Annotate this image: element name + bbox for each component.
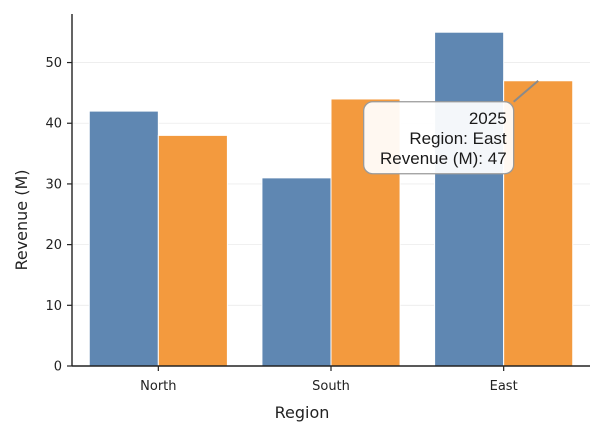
y-tick-label-50: 50	[45, 56, 62, 71]
y-axis-title: Revenue (M)	[12, 169, 31, 270]
bar-east-series-1	[434, 31, 505, 367]
y-tick-label-20: 20	[45, 238, 62, 253]
x-axis-title: Region	[275, 403, 330, 422]
tooltip-line-region: Region: East	[409, 129, 507, 148]
tooltip-line-revenue: Revenue (M): 47	[380, 149, 507, 168]
bar-south-series-1	[261, 177, 332, 367]
bar-tooltip: 2025 Region: East Revenue (M): 47	[363, 79, 539, 175]
tooltip-pointer	[513, 79, 539, 103]
y-tick-label-0: 0	[54, 360, 62, 375]
tooltip-box	[363, 101, 515, 175]
x-tick-label-north: North	[140, 379, 176, 394]
tooltip-line-year: 2025	[469, 109, 507, 128]
y-tick-label-10: 10	[45, 299, 62, 314]
x-tick-label-south: South	[312, 379, 350, 394]
y-tick-label-40: 40	[45, 117, 62, 132]
x-tick-label-east: East	[490, 379, 518, 394]
bar-north-series-1	[88, 110, 159, 367]
bar-north-series-2	[157, 134, 228, 367]
y-axis-ticks: 0 10 20 30 40 50	[45, 56, 72, 375]
x-axis-ticks: North South East	[140, 366, 518, 394]
bars	[88, 31, 574, 367]
y-tick-label-30: 30	[45, 177, 62, 192]
